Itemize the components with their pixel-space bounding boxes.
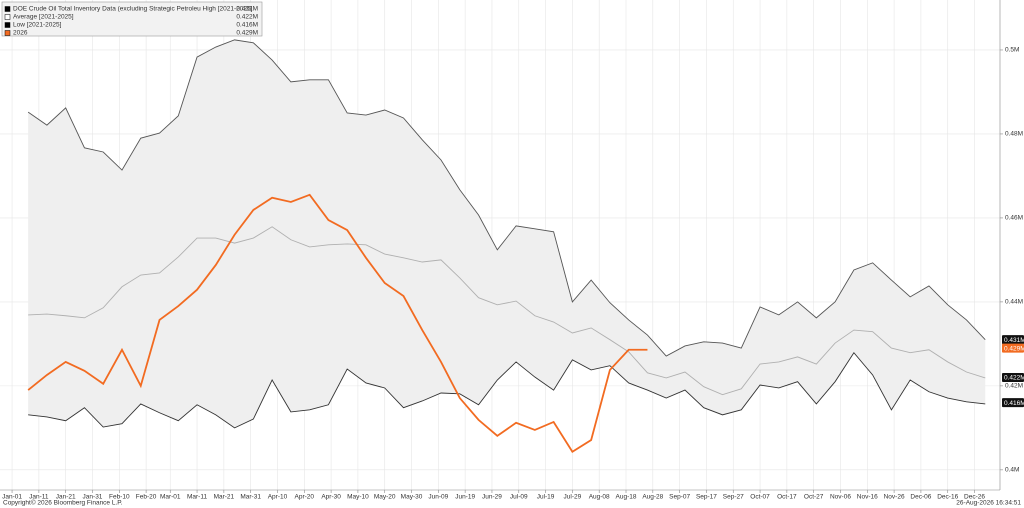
range-band <box>28 39 986 428</box>
legend-swatch <box>4 6 11 12</box>
legend-label: DOE Crude Oil Total Inventory Data (excl… <box>13 6 253 13</box>
series-line <box>27 193 648 454</box>
x-tick-label: May-20 <box>374 494 396 501</box>
value-tag <box>1002 372 1024 382</box>
x-tick-label: Feb-20 <box>136 494 157 501</box>
x-tick-label: Mar-31 <box>240 494 261 501</box>
legend-label: Low [2021-2025] <box>13 22 62 29</box>
x-tick-label: Oct-27 <box>804 494 824 501</box>
value-tag-label: 0.416M <box>1004 400 1024 407</box>
y-tick-label: 0.46M <box>1005 215 1023 222</box>
x-tick-label: Dec-06 <box>910 494 931 501</box>
copyright: Copyright© 2026 Bloomberg Finance L.P. <box>3 499 123 507</box>
x-tick-label: Nov-26 <box>884 494 905 501</box>
x-tick-label: Jul-09 <box>510 494 528 501</box>
x-tick-label: Jun-29 <box>482 494 502 501</box>
x-tick-label: Dec-26 <box>964 494 985 501</box>
legend-swatch <box>4 22 11 28</box>
timestamp: 26-Aug-2026 16:34:51 <box>956 500 1021 507</box>
legend-box <box>1 1 263 37</box>
y-tick-label: 0.4M <box>1005 467 1019 474</box>
legend-swatch <box>4 30 11 36</box>
legend-value: 0.429M <box>236 30 258 37</box>
x-tick-label: Sep-07 <box>669 494 690 501</box>
value-tag <box>1002 398 1024 408</box>
x-tick-label: Jan-01 <box>2 494 22 501</box>
legend-value: 0.422M <box>236 14 258 21</box>
x-tick-label: Mar-01 <box>160 494 181 501</box>
x-tick-label: Aug-08 <box>589 494 610 501</box>
x-tick-label: Jan-11 <box>29 494 49 501</box>
x-tick-label: May-10 <box>347 494 369 501</box>
y-tick-label: 0.5M <box>1005 47 1019 54</box>
x-tick-label: Mar-11 <box>187 494 207 501</box>
x-tick-label: Feb-10 <box>109 494 130 501</box>
x-tick-label: Oct-07 <box>750 494 770 501</box>
x-tick-label: May-30 <box>401 494 423 501</box>
x-tick-label: Apr-20 <box>295 494 315 501</box>
x-tick-label: Jun-09 <box>428 494 448 501</box>
x-tick-label: Dec-16 <box>937 494 958 501</box>
x-tick-label: Jul-29 <box>564 494 582 501</box>
legend-value: 0.431M <box>236 6 258 13</box>
legend-label: 2026 <box>13 30 28 37</box>
value-tag-label: 0.431M <box>1004 337 1024 344</box>
series-line <box>28 226 986 396</box>
x-tick-label: Sep-27 <box>723 494 744 501</box>
y-tick-label: 0.48M <box>1005 131 1023 138</box>
x-tick-label: Jan-31 <box>83 494 103 501</box>
value-tag-label: 0.429M <box>1004 345 1024 352</box>
series-line <box>28 351 986 429</box>
value-tag-label: 0.422M <box>1004 375 1024 382</box>
x-tick-label: Apr-10 <box>268 494 288 501</box>
value-tag <box>1002 335 1024 345</box>
value-tag <box>1002 343 1024 353</box>
series-line <box>27 39 986 357</box>
legend-label: Average [2021-2025] <box>13 14 74 21</box>
x-tick-label: Aug-28 <box>642 494 663 501</box>
x-tick-label: Jan-21 <box>56 494 76 501</box>
y-tick-label: 0.44M <box>1005 299 1023 306</box>
y-tick-label: 0.42M <box>1005 383 1023 390</box>
x-tick-label: Jun-19 <box>455 494 475 501</box>
legend-value: 0.416M <box>236 22 258 29</box>
x-tick-label: Aug-18 <box>616 494 637 501</box>
x-tick-label: Oct-17 <box>777 494 797 501</box>
x-tick-label: Apr-30 <box>321 494 341 501</box>
x-tick-label: Nov-06 <box>830 494 851 501</box>
legend-swatch <box>4 14 11 20</box>
x-tick-label: Sep-17 <box>696 494 717 501</box>
x-tick-label: Mar-21 <box>214 494 235 501</box>
x-tick-label: Jul-19 <box>537 494 555 501</box>
x-tick-label: Nov-16 <box>857 494 878 501</box>
